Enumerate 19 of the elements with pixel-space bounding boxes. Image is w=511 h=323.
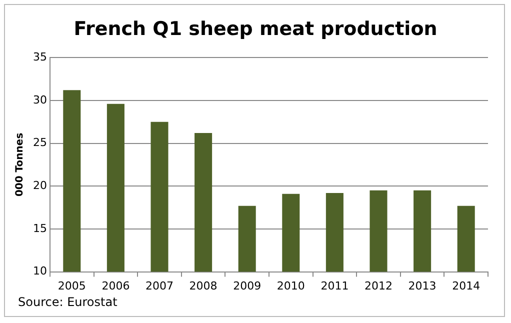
x-tick-label: 2014 — [452, 279, 480, 292]
x-tick-label: 2007 — [146, 279, 174, 292]
x-tick-label: 2010 — [276, 279, 305, 292]
y-tick-label: 30 — [32, 93, 47, 106]
y-tick-label: 20 — [32, 178, 47, 192]
x-tick-label: 2011 — [320, 279, 349, 292]
y-tick-label: 25 — [32, 136, 47, 150]
x-tick-label: 2005 — [58, 279, 86, 292]
chart-title: French Q1 sheep meat production — [72, 18, 438, 40]
x-tick-label: 2009 — [233, 279, 262, 292]
x-tick-label: 2012 — [364, 279, 392, 292]
y-tick-label: 15 — [32, 222, 47, 235]
x-tick-label: 2006 — [102, 279, 130, 292]
y-axis-title: 000 Tonnes — [14, 132, 26, 197]
x-tick-label: 2013 — [408, 279, 436, 292]
y-tick-label: 35 — [32, 50, 47, 64]
y-tick-label: 10 — [32, 264, 47, 278]
source-note: Source: Eurostat — [18, 295, 118, 309]
x-tick-label: 2008 — [189, 279, 218, 292]
